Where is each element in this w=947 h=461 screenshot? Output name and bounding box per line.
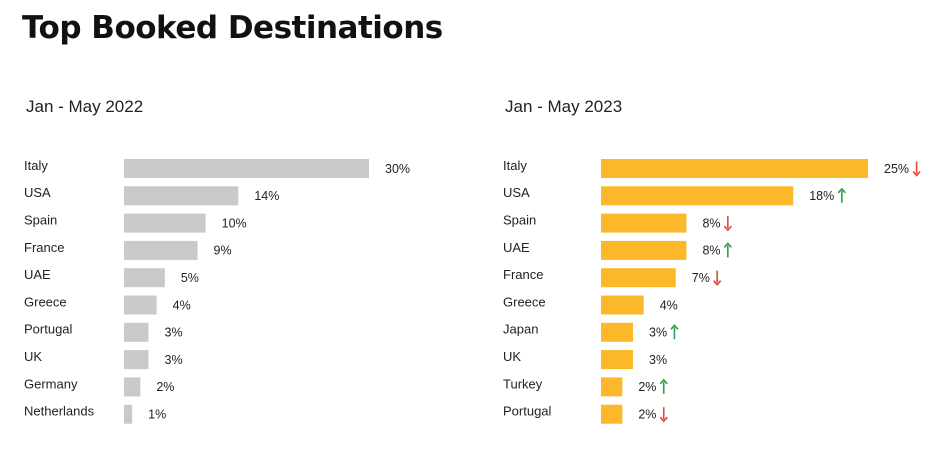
chart-2023-label-uae: UAE: [503, 240, 530, 255]
chart-2022-label-germany: Germany: [24, 376, 78, 391]
chart-2023-value-france: 7%: [692, 271, 710, 285]
chart-2022-label-netherlands: Netherlands: [24, 404, 95, 419]
chart-2022-bar-italy: [124, 159, 369, 178]
chart-2023-value-portugal: 2%: [638, 407, 656, 421]
chart-2022-bar-france: [124, 240, 198, 260]
chart-2022-label-uk: UK: [24, 349, 42, 364]
chart-2023-value-uae: 8%: [702, 244, 720, 258]
chart-2023-value-italy: 25%: [884, 162, 909, 176]
chart-2023-trend-up-icon-japan: [670, 324, 679, 340]
chart-2022-bar-usa: [124, 186, 239, 206]
chart-2023-label-turkey: Turkey: [503, 376, 543, 391]
chart-2022-bar-greece: [124, 295, 157, 315]
chart-2022-value-netherlands: 1%: [148, 407, 166, 421]
chart-2022-title: Jan - May 2022: [26, 97, 144, 116]
chart-2023-trend-down-icon-spain: [723, 216, 732, 232]
chart-2022-value-uae: 5%: [181, 271, 199, 285]
chart-2022-bar-spain: [124, 213, 206, 233]
chart-2022-label-uae: UAE: [24, 267, 51, 282]
chart-2023-bar-italy: [601, 159, 868, 178]
chart-2023-value-usa: 18%: [809, 189, 834, 203]
chart-2023-value-uk: 3%: [649, 353, 667, 367]
chart-2022-bar-portugal: [124, 322, 149, 342]
chart-2022-value-portugal: 3%: [165, 326, 183, 340]
chart-2023-bar-greece: [601, 295, 644, 315]
chart-2022-value-germany: 2%: [156, 380, 174, 394]
chart-2023-bar-portugal: [601, 404, 623, 424]
chart-2023-label-france: France: [503, 267, 543, 282]
chart-2023-bar-uae: [601, 240, 687, 260]
chart-2023-title: Jan - May 2023: [505, 97, 623, 116]
chart-2023-trend-up-icon-usa: [837, 187, 846, 203]
chart-2023-trend-up-icon-uae: [723, 242, 732, 258]
chart-2022-value-usa: 14%: [254, 189, 279, 203]
chart-2022-value-spain: 10%: [222, 216, 247, 230]
chart-2023-label-japan: Japan: [503, 322, 538, 337]
chart-2022-bar-germany: [124, 377, 141, 397]
chart-2023-bar-spain: [601, 213, 687, 233]
chart-2022-bar-netherlands: [124, 404, 133, 424]
chart-2022-value-uk: 3%: [165, 353, 183, 367]
chart-2022-value-france: 9%: [214, 244, 232, 258]
chart-2023-value-turkey: 2%: [638, 380, 656, 394]
chart-2023-bar-usa: [601, 186, 794, 206]
chart-2023-label-greece: Greece: [503, 294, 546, 309]
chart-2023-trend-up-icon-turkey: [659, 378, 668, 394]
chart-2022-value-italy: 30%: [385, 162, 410, 176]
page-title: Top Booked Destinations: [22, 10, 443, 46]
chart-2023-trend-down-icon-portugal: [659, 407, 668, 423]
chart-2023-bar-turkey: [601, 377, 623, 397]
chart-2023-value-spain: 8%: [702, 216, 720, 230]
chart-2022-bar-uae: [124, 268, 165, 288]
chart-2022-label-italy: Italy: [24, 158, 48, 173]
chart-2023-label-spain: Spain: [503, 213, 536, 228]
chart-2022-label-france: France: [24, 240, 64, 255]
chart-2022-value-greece: 4%: [173, 298, 191, 312]
chart-2023-bar-uk: [601, 350, 634, 370]
chart-2022-label-portugal: Portugal: [24, 322, 73, 337]
chart-2022-bar-uk: [124, 350, 149, 370]
chart-2022-label-usa: USA: [24, 185, 51, 200]
chart-2022-label-spain: Spain: [24, 213, 57, 228]
chart-2022-label-greece: Greece: [24, 294, 67, 309]
chart-2023-trend-down-icon-italy: [912, 161, 921, 177]
chart-2023-bar-japan: [601, 322, 634, 342]
chart-2023-value-japan: 3%: [649, 326, 667, 340]
chart-2023-label-uk: UK: [503, 349, 521, 364]
chart-2023-label-portugal: Portugal: [503, 404, 552, 419]
chart-2023-value-greece: 4%: [660, 298, 678, 312]
chart-2023-label-italy: Italy: [503, 158, 527, 173]
chart-2023-trend-down-icon-france: [713, 270, 722, 286]
chart-2023-bar-france: [601, 268, 676, 288]
chart-2023-label-usa: USA: [503, 185, 530, 200]
